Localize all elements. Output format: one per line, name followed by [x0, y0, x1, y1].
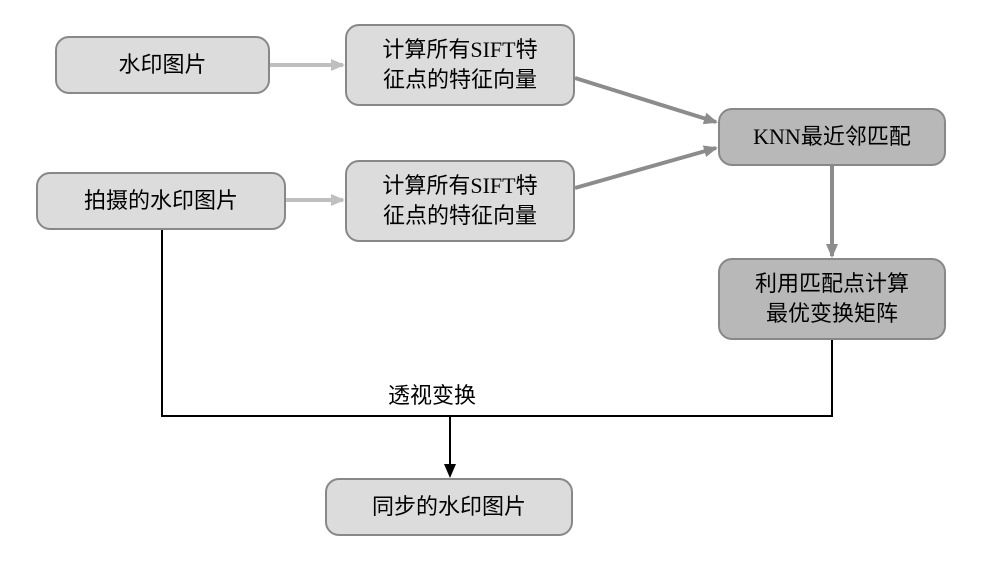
edge-label-perspective: 透视变换: [388, 378, 476, 410]
node-label: 同步的水印图片: [372, 492, 526, 522]
node-label: KNN最近邻匹配: [753, 122, 911, 152]
node-captured-watermark: 拍摄的水印图片: [36, 172, 286, 230]
node-label: 水印图片: [118, 50, 206, 80]
node-transform-matrix: 利用匹配点计算 最优变换矩阵: [718, 258, 946, 340]
node-synced-watermark: 同步的水印图片: [325, 478, 573, 536]
node-label: 拍摄的水印图片: [84, 186, 238, 216]
node-watermark-image: 水印图片: [55, 36, 270, 94]
node-label: 计算所有SIFT特 征点的特征向量: [382, 171, 537, 230]
node-label: 计算所有SIFT特 征点的特征向量: [382, 35, 537, 94]
node-knn-match: KNN最近邻匹配: [718, 108, 946, 166]
node-sift-top: 计算所有SIFT特 征点的特征向量: [345, 24, 575, 106]
node-sift-bottom: 计算所有SIFT特 征点的特征向量: [345, 160, 575, 242]
node-label: 利用匹配点计算 最优变换矩阵: [755, 269, 909, 328]
flowchart-canvas: 水印图片 计算所有SIFT特 征点的特征向量 拍摄的水印图片 计算所有SIFT特…: [0, 0, 1000, 576]
